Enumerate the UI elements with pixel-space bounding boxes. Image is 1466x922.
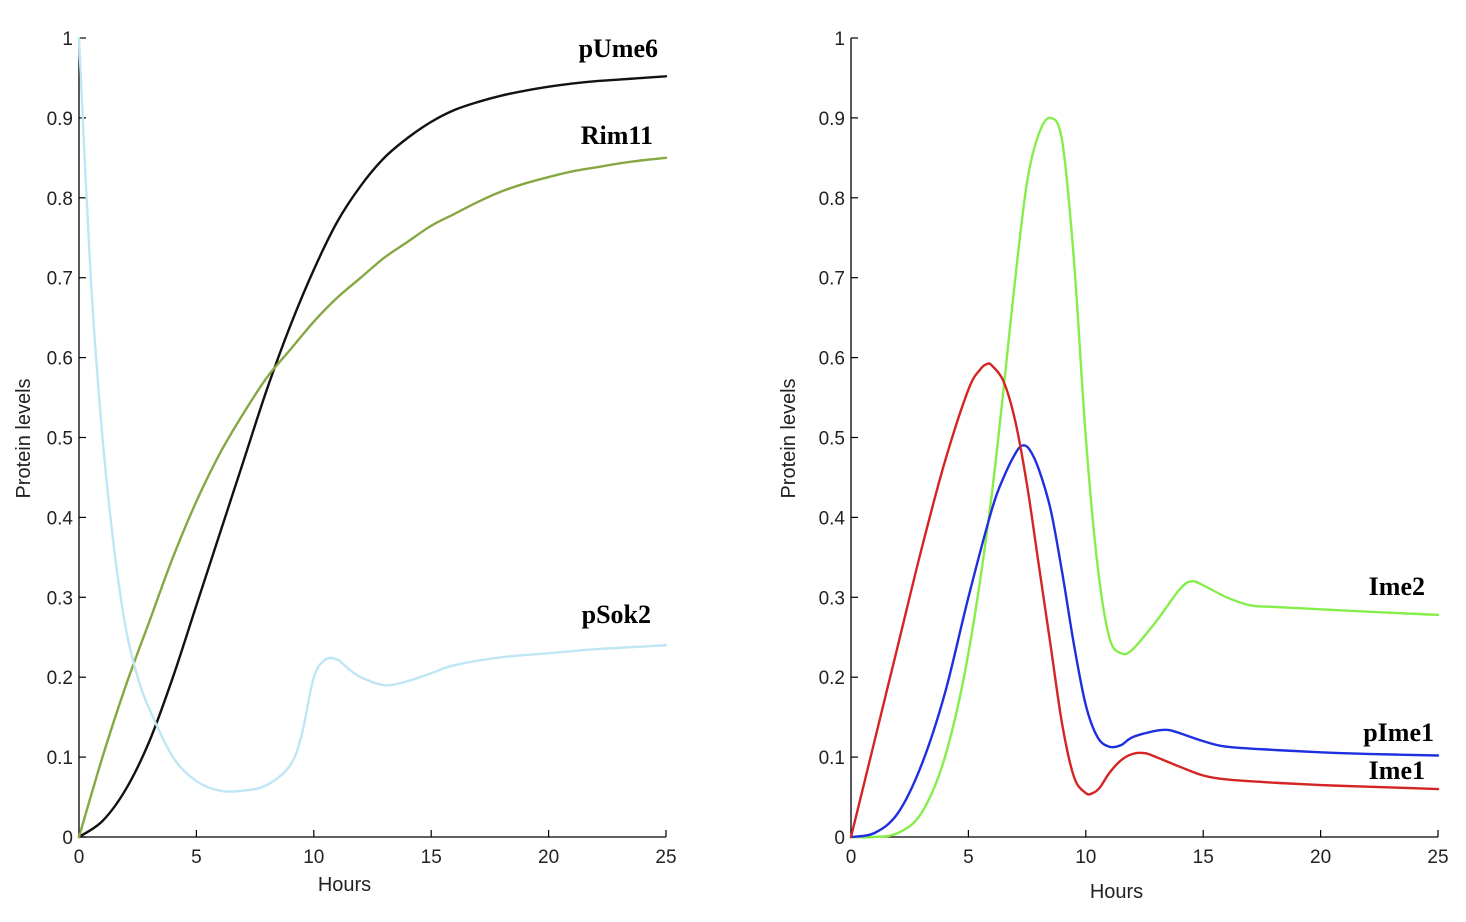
series-line-psok2 bbox=[77, 36, 668, 793]
series-label-pume6: pUme6 bbox=[579, 34, 658, 63]
y-tick-label: 0.5 bbox=[47, 429, 73, 450]
y-tick-label: 0.6 bbox=[819, 349, 845, 370]
y-tick-label: 0.3 bbox=[47, 588, 73, 609]
x-tick-label: 0 bbox=[74, 847, 85, 868]
y-tick-label: 0.7 bbox=[819, 269, 845, 290]
x-tick-label: 20 bbox=[1310, 847, 1331, 868]
series-line-rim11 bbox=[77, 156, 668, 839]
series-label-psok2: pSok2 bbox=[582, 600, 651, 629]
y-tick-label: 0.1 bbox=[819, 748, 845, 769]
y-tick-label: 0.2 bbox=[819, 668, 845, 689]
y-tick-label: 0 bbox=[834, 828, 845, 849]
y-tick-label: 0.4 bbox=[47, 508, 74, 529]
chart-panel-2: 00.10.20.30.40.50.60.70.80.910 5 10 15 20 25H… bbox=[778, 29, 1449, 903]
series-line-ime1 bbox=[849, 362, 1440, 839]
y-tick-label: 0.8 bbox=[47, 189, 73, 210]
y-tick-label: 0.9 bbox=[819, 109, 845, 130]
y-tick-label: 0.1 bbox=[47, 748, 73, 769]
series-line-pime1 bbox=[849, 444, 1440, 839]
y-tick-label: 0.3 bbox=[819, 588, 845, 609]
y-tick-label: 0.9 bbox=[47, 109, 73, 130]
y-tick-label: 0.7 bbox=[47, 269, 73, 290]
x-tick-label: 25 bbox=[1427, 847, 1448, 868]
series-line-ime2 bbox=[849, 116, 1440, 839]
series-label-pime1: pIme1 bbox=[1363, 718, 1434, 747]
y-tick-label: 0.2 bbox=[47, 668, 73, 689]
series-line-pume6 bbox=[77, 75, 668, 839]
y-tick-label: 0.8 bbox=[819, 189, 845, 210]
y-tick-label: 0.6 bbox=[47, 349, 73, 370]
x-tick-label: 10 bbox=[1075, 847, 1096, 868]
x-tick-label: 15 bbox=[1193, 847, 1214, 868]
series-label-rim11: Rim11 bbox=[581, 121, 653, 150]
series-label-ime1: Ime1 bbox=[1369, 756, 1425, 785]
x-axis-title: Hours bbox=[1090, 881, 1143, 903]
y-tick-label: 1 bbox=[834, 29, 845, 50]
x-tick-label: 20 bbox=[538, 847, 559, 868]
y-tick-label: 1 bbox=[62, 29, 73, 50]
series-label-ime2: Ime2 bbox=[1369, 572, 1425, 601]
x-tick-label: 5 bbox=[191, 847, 202, 868]
chart-panel-1: 00.10.20.30.40.50.60.70.80.910 5 10 15 20 25H… bbox=[13, 29, 677, 896]
y-tick-label: 0.5 bbox=[819, 429, 845, 450]
x-tick-label: 15 bbox=[421, 847, 442, 868]
x-tick-label: 10 bbox=[303, 847, 324, 868]
x-tick-label: 0 bbox=[846, 847, 857, 868]
x-tick-label: 25 bbox=[655, 847, 676, 868]
y-axis-title: Protein levels bbox=[13, 378, 35, 498]
y-axis-title: Protein levels bbox=[778, 378, 800, 498]
x-axis-title: Hours bbox=[318, 874, 371, 896]
x-tick-label: 5 bbox=[963, 847, 974, 868]
y-tick-label: 0 bbox=[62, 828, 73, 849]
y-tick-label: 0.4 bbox=[819, 508, 846, 529]
